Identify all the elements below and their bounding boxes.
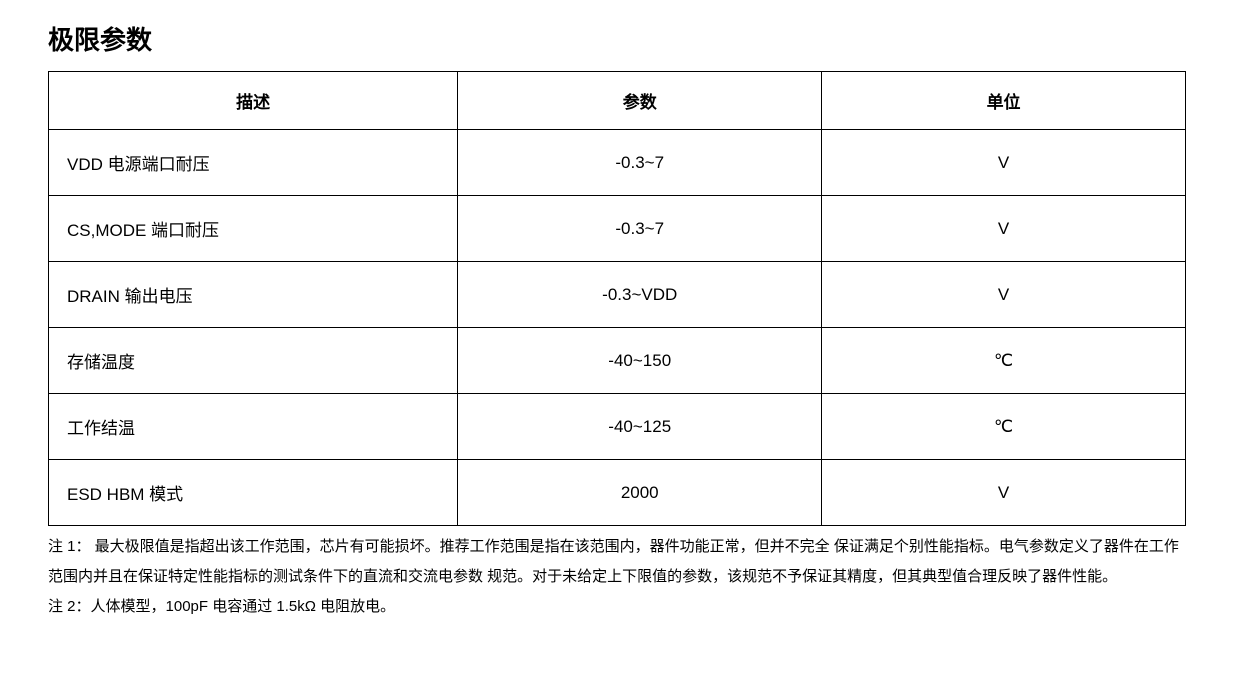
- notes-block: 注 1： 最大极限值是指超出该工作范围，芯片有可能损坏。推荐工作范围是指在该范围…: [48, 532, 1186, 622]
- cell-unit: V: [822, 262, 1186, 328]
- table-row: 工作结温 -40~125 ℃: [49, 394, 1186, 460]
- cell-param: -0.3~VDD: [458, 262, 822, 328]
- cell-param: 2000: [458, 460, 822, 526]
- table-row: 存储温度 -40~150 ℃: [49, 328, 1186, 394]
- cell-desc: CS,MODE 端口耐压: [49, 196, 458, 262]
- cell-desc: DRAIN 输出电压: [49, 262, 458, 328]
- cell-desc: ESD HBM 模式: [49, 460, 458, 526]
- col-header-unit: 单位: [822, 72, 1186, 130]
- table-header-row: 描述 参数 单位: [49, 72, 1186, 130]
- cell-desc: VDD 电源端口耐压: [49, 130, 458, 196]
- col-header-desc: 描述: [49, 72, 458, 130]
- cell-param: -40~150: [458, 328, 822, 394]
- cell-unit: V: [822, 460, 1186, 526]
- col-header-param: 参数: [458, 72, 822, 130]
- limits-table: 描述 参数 单位 VDD 电源端口耐压 -0.3~7 V CS,MODE 端口耐…: [48, 71, 1186, 526]
- table-row: DRAIN 输出电压 -0.3~VDD V: [49, 262, 1186, 328]
- cell-unit: V: [822, 196, 1186, 262]
- cell-unit: ℃: [822, 328, 1186, 394]
- cell-param: -40~125: [458, 394, 822, 460]
- note-item: 注 2：人体模型，100pF 电容通过 1.5kΩ 电阻放电。: [48, 592, 1186, 622]
- cell-param: -0.3~7: [458, 130, 822, 196]
- cell-desc: 工作结温: [49, 394, 458, 460]
- cell-unit: ℃: [822, 394, 1186, 460]
- note-item: 注 1： 最大极限值是指超出该工作范围，芯片有可能损坏。推荐工作范围是指在该范围…: [48, 532, 1186, 592]
- cell-param: -0.3~7: [458, 196, 822, 262]
- page-title: 极限参数: [48, 20, 1186, 57]
- table-row: ESD HBM 模式 2000 V: [49, 460, 1186, 526]
- cell-unit: V: [822, 130, 1186, 196]
- table-row: VDD 电源端口耐压 -0.3~7 V: [49, 130, 1186, 196]
- cell-desc: 存储温度: [49, 328, 458, 394]
- table-row: CS,MODE 端口耐压 -0.3~7 V: [49, 196, 1186, 262]
